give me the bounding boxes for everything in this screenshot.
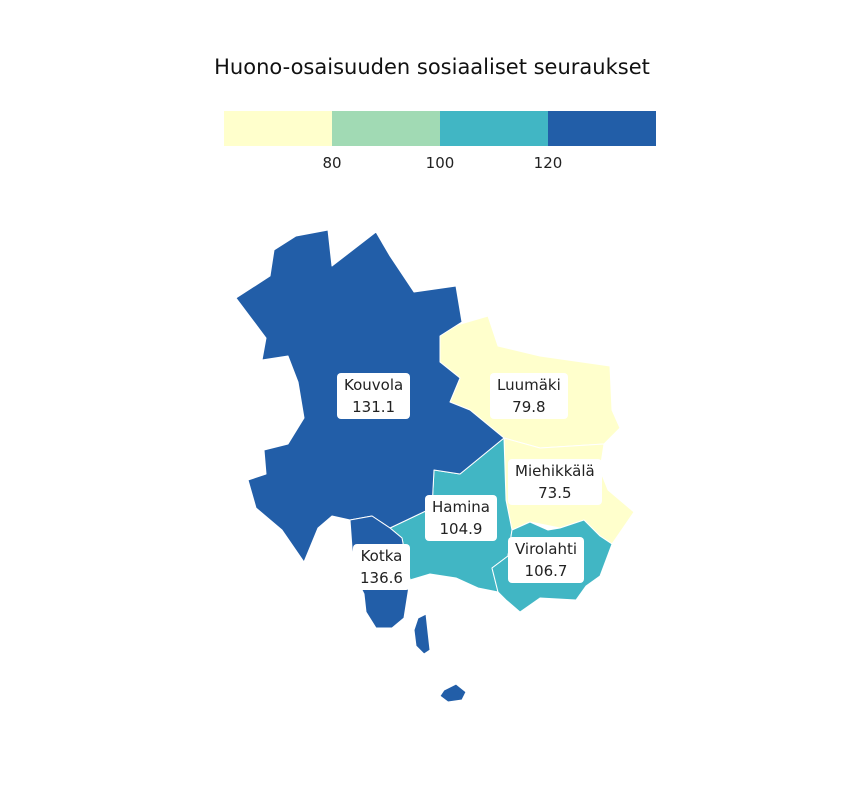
label-miehikkala-value: 73.5 xyxy=(538,484,572,502)
label-miehikkala-name: Miehikkälä xyxy=(515,462,595,480)
label-kotka-name: Kotka xyxy=(360,547,403,565)
legend-tick-80: 80 xyxy=(322,154,342,172)
label-virolahti-value: 106.7 xyxy=(524,562,568,580)
label-hamina: Hamina 104.9 xyxy=(425,495,497,541)
label-kouvola-value: 131.1 xyxy=(352,398,396,416)
label-virolahti: Virolahti 106.7 xyxy=(508,537,585,583)
label-miehikkala: Miehikkälä 73.5 xyxy=(508,459,602,505)
label-kotka-value: 136.6 xyxy=(360,569,403,587)
label-luumaki: Luumäki 79.8 xyxy=(490,373,568,419)
label-luumaki-value: 79.8 xyxy=(512,398,546,416)
label-hamina-name: Hamina xyxy=(432,498,490,516)
label-kouvola-name: Kouvola xyxy=(344,376,404,394)
legend-swatch-3 xyxy=(440,111,548,146)
legend-tick-120: 120 xyxy=(533,154,563,172)
label-virolahti-name: Virolahti xyxy=(515,540,578,558)
legend-swatch-2 xyxy=(332,111,440,146)
label-kouvola: Kouvola 131.1 xyxy=(337,373,411,419)
legend-tick-100: 100 xyxy=(425,154,455,172)
label-kotka: Kotka 136.6 xyxy=(353,544,410,590)
label-luumaki-name: Luumäki xyxy=(497,376,561,394)
map-title: Huono-osaisuuden sosiaaliset seuraukset xyxy=(214,55,650,79)
label-hamina-value: 104.9 xyxy=(439,520,483,538)
region-kotka-island-1[interactable] xyxy=(413,613,431,655)
legend-swatch-4 xyxy=(548,111,656,146)
region-kotka-island-2[interactable] xyxy=(439,683,467,703)
legend-swatch-1 xyxy=(224,111,332,146)
